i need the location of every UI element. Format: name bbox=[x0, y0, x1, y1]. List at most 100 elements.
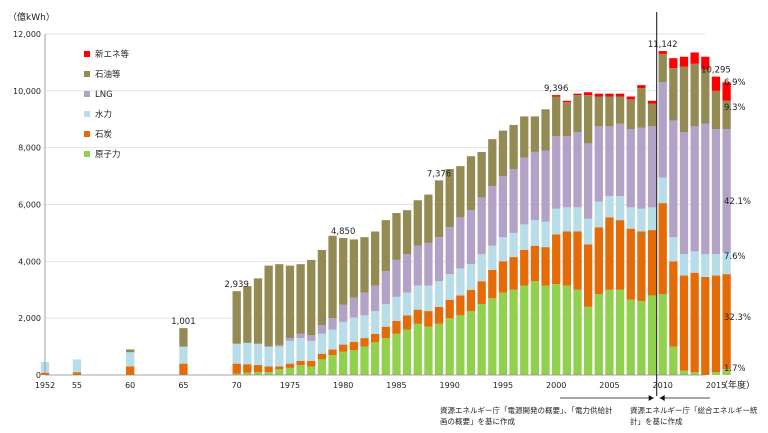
bar-segment bbox=[275, 346, 284, 367]
bar-segment bbox=[307, 335, 316, 341]
bar-segment bbox=[232, 363, 241, 374]
bar-segment bbox=[381, 326, 390, 339]
bar-segment bbox=[339, 304, 348, 322]
bar-segment bbox=[317, 325, 327, 334]
bar-segment bbox=[243, 364, 252, 373]
bar-segment bbox=[605, 195, 614, 218]
legend-label: 石油等 bbox=[95, 69, 121, 80]
bar-segment bbox=[413, 323, 422, 375]
legend-label: 水力 bbox=[95, 109, 112, 120]
bar-segment bbox=[328, 355, 337, 375]
bar-segment bbox=[584, 92, 593, 96]
bar-segment bbox=[520, 116, 529, 158]
bar-segment bbox=[573, 231, 582, 290]
bar-segment bbox=[626, 96, 635, 100]
data-labels: 1,001 2,939 4,850 7,376 9,396 11,142 10,295 6.9… bbox=[171, 40, 751, 374]
bar-segment bbox=[562, 102, 571, 137]
bar-segment bbox=[424, 311, 433, 327]
bar-segment bbox=[285, 363, 295, 368]
bar-segment bbox=[658, 203, 667, 295]
bar-segment bbox=[402, 292, 412, 316]
bar-segment bbox=[275, 264, 284, 346]
bar-segment bbox=[264, 265, 273, 347]
bar-segment bbox=[328, 329, 337, 350]
bar-segment bbox=[488, 186, 497, 246]
bar-segment bbox=[573, 207, 582, 232]
legend-swatch bbox=[84, 51, 90, 57]
legend-swatch bbox=[84, 111, 90, 117]
bar-segment bbox=[253, 372, 263, 375]
total-label: 9,396 bbox=[544, 84, 568, 94]
bar-segment bbox=[349, 317, 358, 342]
bar-segment bbox=[402, 315, 412, 330]
bar-segment bbox=[285, 265, 295, 339]
bar-segment bbox=[360, 338, 369, 347]
bar-segment bbox=[477, 303, 486, 375]
x-tick-label: 2000 bbox=[546, 381, 566, 390]
arrowhead-left bbox=[648, 395, 654, 401]
bar-segment bbox=[530, 116, 540, 152]
bar-segment bbox=[456, 166, 465, 218]
bar-segment bbox=[637, 127, 646, 209]
share-label: 7.6% bbox=[724, 252, 746, 262]
bar-segment bbox=[573, 289, 582, 375]
bar-segment bbox=[669, 237, 678, 262]
bar-segment bbox=[434, 237, 444, 282]
bar-segment bbox=[445, 168, 454, 228]
bar-segment bbox=[488, 139, 497, 187]
bar-segment bbox=[307, 340, 316, 361]
bar-segment bbox=[307, 360, 316, 367]
bar-segment bbox=[701, 276, 710, 375]
legend-swatch bbox=[84, 151, 90, 157]
bar-segment bbox=[275, 366, 284, 370]
bar-segment bbox=[253, 365, 263, 373]
bar-segment bbox=[594, 227, 603, 295]
legend-label: 新エネ等 bbox=[95, 49, 130, 60]
bar-segment bbox=[317, 333, 327, 354]
bar-segment bbox=[232, 291, 241, 344]
bar-segment bbox=[637, 208, 646, 232]
bar-segment bbox=[658, 82, 667, 178]
bar-segment bbox=[679, 370, 689, 375]
bar-segment bbox=[477, 281, 486, 304]
bar-segment bbox=[722, 252, 731, 275]
bar-segment bbox=[434, 281, 444, 307]
axes: 0 2,000 4,000 6,000 8,000 10,000 12,000 1952 55 6… bbox=[13, 12, 726, 401]
bar-segment bbox=[530, 220, 540, 246]
bar-segment bbox=[296, 365, 305, 375]
bar-segment bbox=[456, 295, 465, 316]
bar-segment bbox=[605, 96, 614, 127]
bar-segment bbox=[562, 285, 571, 375]
bar-segment bbox=[456, 217, 465, 269]
bar-segment bbox=[711, 76, 721, 91]
bar-segment bbox=[626, 129, 635, 208]
bar-segment bbox=[349, 297, 358, 318]
bar-segment bbox=[669, 261, 678, 347]
bar-segment bbox=[679, 254, 689, 276]
bar-segment bbox=[530, 245, 540, 282]
bar-segment bbox=[296, 333, 305, 339]
bar-segment bbox=[371, 231, 380, 286]
bar-segment bbox=[243, 372, 252, 375]
bar-segment bbox=[594, 96, 603, 127]
y-tick-label: 12,000 bbox=[13, 30, 41, 39]
bar-segment bbox=[179, 328, 188, 347]
bar-segment bbox=[296, 360, 305, 366]
bar-segment bbox=[498, 261, 508, 293]
bar-segment bbox=[381, 271, 390, 304]
x-tick-label: 65 bbox=[178, 381, 188, 390]
bar-segment bbox=[530, 281, 540, 375]
bar-segment bbox=[647, 295, 657, 375]
bar-segment bbox=[573, 132, 582, 208]
y-tick-label: 8,000 bbox=[18, 144, 41, 153]
bar-segment bbox=[573, 93, 582, 96]
bar-segment bbox=[679, 275, 689, 371]
source-note-left: 資源エネルギー庁「電源開発の概要」、「電力供給計画の概要」を基に作成 bbox=[440, 406, 613, 426]
x-tick-label: 1990 bbox=[440, 381, 460, 390]
bar-segment bbox=[669, 346, 678, 375]
bar-segment bbox=[498, 292, 508, 375]
bar-segment bbox=[647, 126, 657, 208]
bar-segment bbox=[584, 306, 593, 375]
bar-segment bbox=[413, 285, 422, 310]
